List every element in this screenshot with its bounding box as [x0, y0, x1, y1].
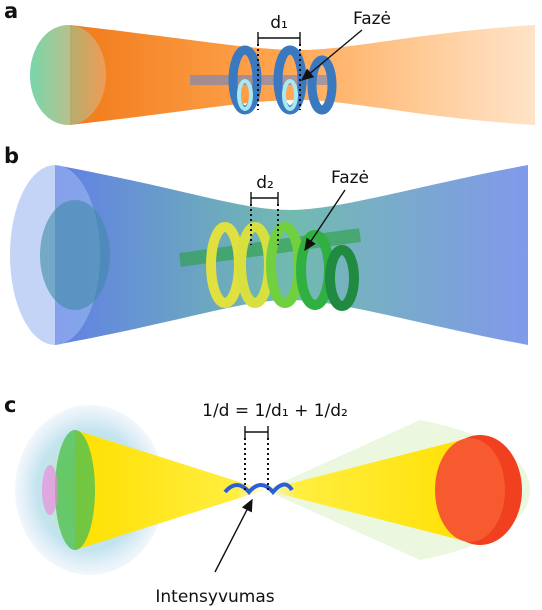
intensity-label: Intensyvumas: [155, 587, 274, 607]
equation: 1/d = 1/d₁ + 1/d₂: [202, 401, 348, 421]
rim: [42, 465, 58, 515]
panel-letter: c: [4, 393, 16, 417]
beam-core: [40, 200, 110, 310]
panel-letter: a: [4, 0, 18, 23]
phase-label: Fazė: [353, 9, 391, 29]
phase-label: Fazė: [331, 168, 369, 188]
spacing-label: d₁: [270, 13, 288, 33]
spacing-label: d₂: [256, 173, 274, 193]
cone-end-inner: [435, 438, 505, 542]
panel-letter: b: [4, 144, 19, 168]
panel-a: a d₁ Fazė: [4, 0, 535, 125]
panel-c: c 1/d = 1/d₁ + 1/d₂ Intensyvumas: [4, 393, 540, 607]
figure: a d₁ Fazė b d₂ Fazė: [0, 0, 542, 610]
panel-b: b d₂ Fazė: [4, 144, 528, 345]
beam: [55, 165, 528, 345]
beam-end: [30, 25, 106, 125]
cone-base: [55, 430, 95, 550]
cone-left: [75, 430, 265, 550]
